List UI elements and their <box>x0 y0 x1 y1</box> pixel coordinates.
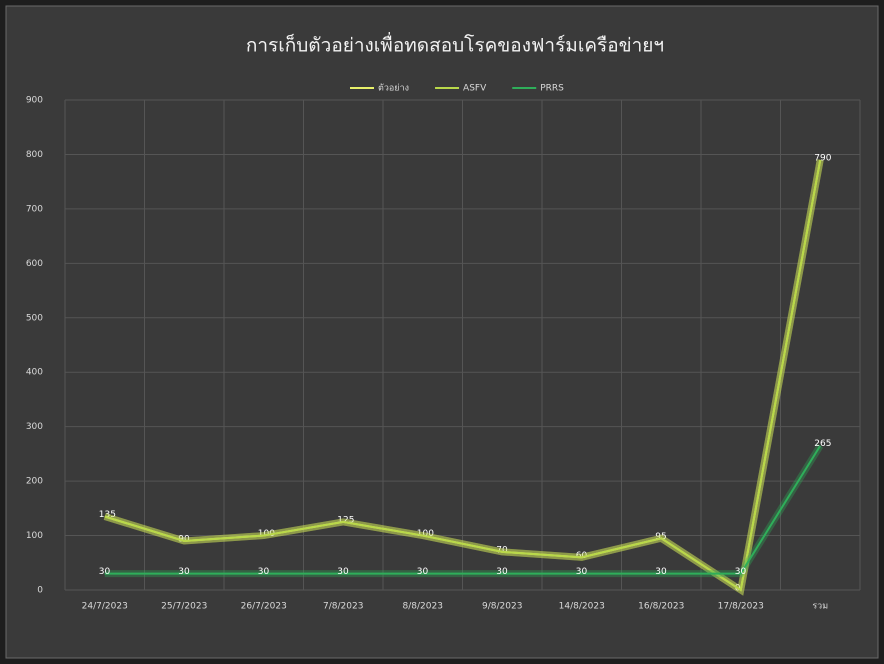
chart-area <box>5 5 879 659</box>
data-label: 60 <box>576 551 588 561</box>
y-tick-label: 500 <box>26 313 43 323</box>
data-label: 30 <box>576 567 588 577</box>
data-label: 125 <box>337 515 354 525</box>
y-tick-label: 100 <box>26 531 43 541</box>
x-tick-label: 14/8/2023 <box>559 602 605 612</box>
data-label: 30 <box>99 567 111 577</box>
x-tick-label: 7/8/2023 <box>323 602 363 612</box>
y-tick-label: 600 <box>26 259 43 269</box>
x-tick-label: รวม <box>812 602 828 612</box>
data-label: 30 <box>258 567 270 577</box>
series-line <box>104 159 822 592</box>
x-tick-label: 26/7/2023 <box>241 602 287 612</box>
data-label: 100 <box>258 529 275 539</box>
y-tick-label: 700 <box>26 204 43 214</box>
data-label: 30 <box>417 567 429 577</box>
y-tick-label: 200 <box>26 477 43 487</box>
x-tick-label: 9/8/2023 <box>482 602 522 612</box>
data-label: 70 <box>496 545 508 555</box>
y-tick-label: 400 <box>26 368 43 378</box>
data-label: 265 <box>814 439 831 449</box>
data-label: 95 <box>655 532 666 542</box>
legend-label: PRRS <box>540 84 564 94</box>
series-line <box>104 445 822 575</box>
x-tick-label: 8/8/2023 <box>403 602 443 612</box>
chart-title: การเก็บตัวอย่างเพื่อทดสอบโรคของฟาร์มเครื… <box>246 32 664 57</box>
x-tick-label: 25/7/2023 <box>161 602 207 612</box>
data-label: 30 <box>496 567 508 577</box>
data-label: 30 <box>178 567 190 577</box>
data-label: 30 <box>735 567 747 577</box>
y-tick-label: 300 <box>26 422 43 432</box>
y-tick-label: 0 <box>37 586 43 596</box>
data-label: 30 <box>337 567 349 577</box>
data-label: 135 <box>99 510 116 520</box>
x-tick-label: 24/7/2023 <box>82 602 128 612</box>
x-tick-label: 16/8/2023 <box>638 602 684 612</box>
y-tick-label: 900 <box>26 96 43 106</box>
legend-label: ASFV <box>463 84 487 94</box>
data-label: 100 <box>417 529 434 539</box>
data-label: 90 <box>178 535 190 545</box>
data-label: 30 <box>655 567 667 577</box>
y-tick-label: 800 <box>26 150 43 160</box>
data-label: 790 <box>814 153 831 163</box>
x-tick-label: 17/8/2023 <box>718 602 764 612</box>
legend-label: ตัวอย่าง <box>378 84 409 94</box>
